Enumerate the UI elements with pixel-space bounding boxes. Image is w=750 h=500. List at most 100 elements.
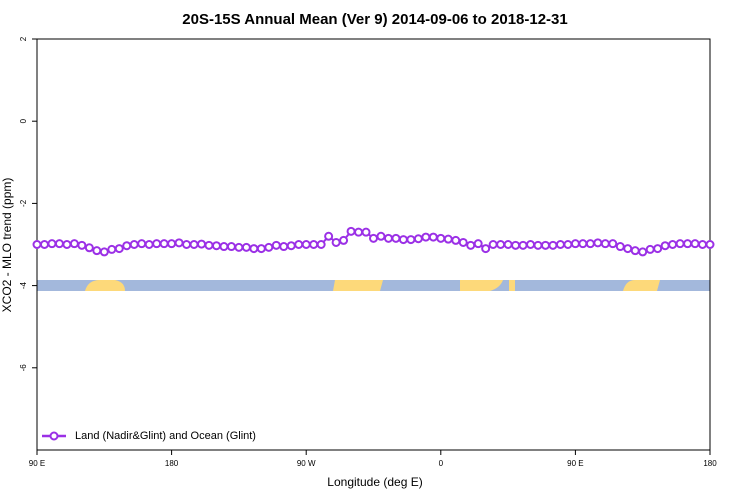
data-point	[496, 240, 506, 249]
data-point	[458, 237, 468, 247]
data-point	[406, 235, 416, 245]
data-point	[309, 240, 319, 249]
data-point	[69, 239, 79, 249]
data-point	[54, 239, 64, 249]
legend-label: Land (Nadir&Glint) and Ocean (Glint)	[75, 430, 256, 442]
data-point	[526, 240, 536, 249]
data-point	[540, 240, 550, 250]
data-point	[398, 235, 408, 245]
y-axis-label: XCO2 - MLO trend (ppm)	[0, 178, 14, 313]
data-point	[675, 239, 685, 249]
data-point	[413, 234, 423, 244]
data-point	[211, 241, 221, 251]
data-point	[683, 239, 693, 249]
y-tick-label: -2	[19, 199, 28, 207]
data-point	[241, 242, 251, 252]
data-point	[428, 232, 438, 242]
data-point	[92, 246, 102, 256]
data-point	[32, 240, 42, 249]
y-tick-label: 2	[19, 36, 28, 41]
legend-marker	[49, 431, 59, 441]
data-point	[593, 238, 603, 248]
data-point	[488, 240, 498, 249]
data-point	[608, 239, 618, 249]
data-point	[256, 244, 266, 254]
data-point	[182, 240, 192, 249]
data-point	[152, 239, 162, 249]
x-tick-label: 90 W	[297, 459, 316, 468]
data-point	[503, 240, 513, 249]
data-point	[39, 240, 49, 249]
data-point	[264, 242, 274, 252]
x-tick-label: 180	[703, 459, 717, 468]
x-axis-label: Longitude (deg E)	[327, 475, 422, 489]
data-point	[204, 240, 214, 250]
data-point	[114, 244, 124, 254]
data-point	[391, 233, 401, 243]
data-point	[690, 239, 700, 249]
data-point	[443, 234, 453, 244]
data-point	[668, 240, 678, 249]
data-point	[279, 242, 289, 252]
data-point	[62, 240, 72, 249]
data-point	[271, 240, 281, 250]
data-point	[122, 241, 132, 251]
y-tick-label: -4	[19, 281, 28, 289]
data-point	[436, 233, 446, 243]
data-point	[376, 231, 386, 241]
data-point	[77, 240, 87, 250]
data-point	[84, 243, 94, 253]
data-point	[234, 242, 244, 252]
data-point	[660, 241, 670, 251]
data-point	[570, 239, 580, 249]
data-point	[286, 241, 296, 251]
y-tick-label: -6	[19, 364, 28, 372]
data-point	[653, 244, 663, 254]
surface-strip	[37, 280, 710, 291]
data-point	[346, 226, 356, 236]
data-point	[451, 235, 461, 245]
data-point	[159, 239, 169, 249]
data-point	[481, 244, 491, 254]
data-point	[630, 246, 640, 256]
data-point	[144, 240, 154, 249]
chart-title: 20S-15S Annual Mean (Ver 9) 2014-09-06 t…	[182, 11, 567, 28]
data-point	[167, 239, 177, 249]
data-point	[473, 239, 483, 249]
data-point	[226, 242, 236, 252]
data-point	[615, 242, 625, 252]
data-point	[548, 240, 558, 250]
data-point	[197, 239, 207, 249]
data-point	[705, 240, 715, 249]
data-point	[511, 240, 521, 250]
data-point	[698, 240, 708, 249]
data-point	[107, 244, 117, 254]
x-tick-label: 0	[439, 459, 444, 468]
x-tick-label: 90 E	[29, 459, 45, 468]
data-point	[99, 247, 109, 257]
data-point	[623, 244, 633, 254]
data-point	[533, 240, 543, 250]
data-point	[645, 244, 655, 254]
data-point	[294, 240, 304, 249]
data-point	[324, 231, 334, 241]
data-point	[47, 239, 57, 249]
data-point	[361, 227, 371, 237]
x-tick-label: 180	[165, 459, 179, 468]
data-point	[219, 242, 229, 252]
data-point	[331, 237, 341, 247]
data-point	[339, 235, 349, 245]
data-point	[600, 239, 610, 249]
data-point	[174, 238, 184, 248]
data-point	[383, 233, 393, 243]
data-point	[354, 227, 364, 237]
data-point	[137, 239, 147, 249]
data-point	[518, 240, 528, 250]
data-point	[129, 240, 139, 249]
data-point	[301, 240, 311, 249]
x-tick-label: 90 E	[567, 459, 583, 468]
data-point	[638, 247, 648, 257]
data-point	[563, 240, 573, 249]
data-point	[421, 232, 431, 242]
